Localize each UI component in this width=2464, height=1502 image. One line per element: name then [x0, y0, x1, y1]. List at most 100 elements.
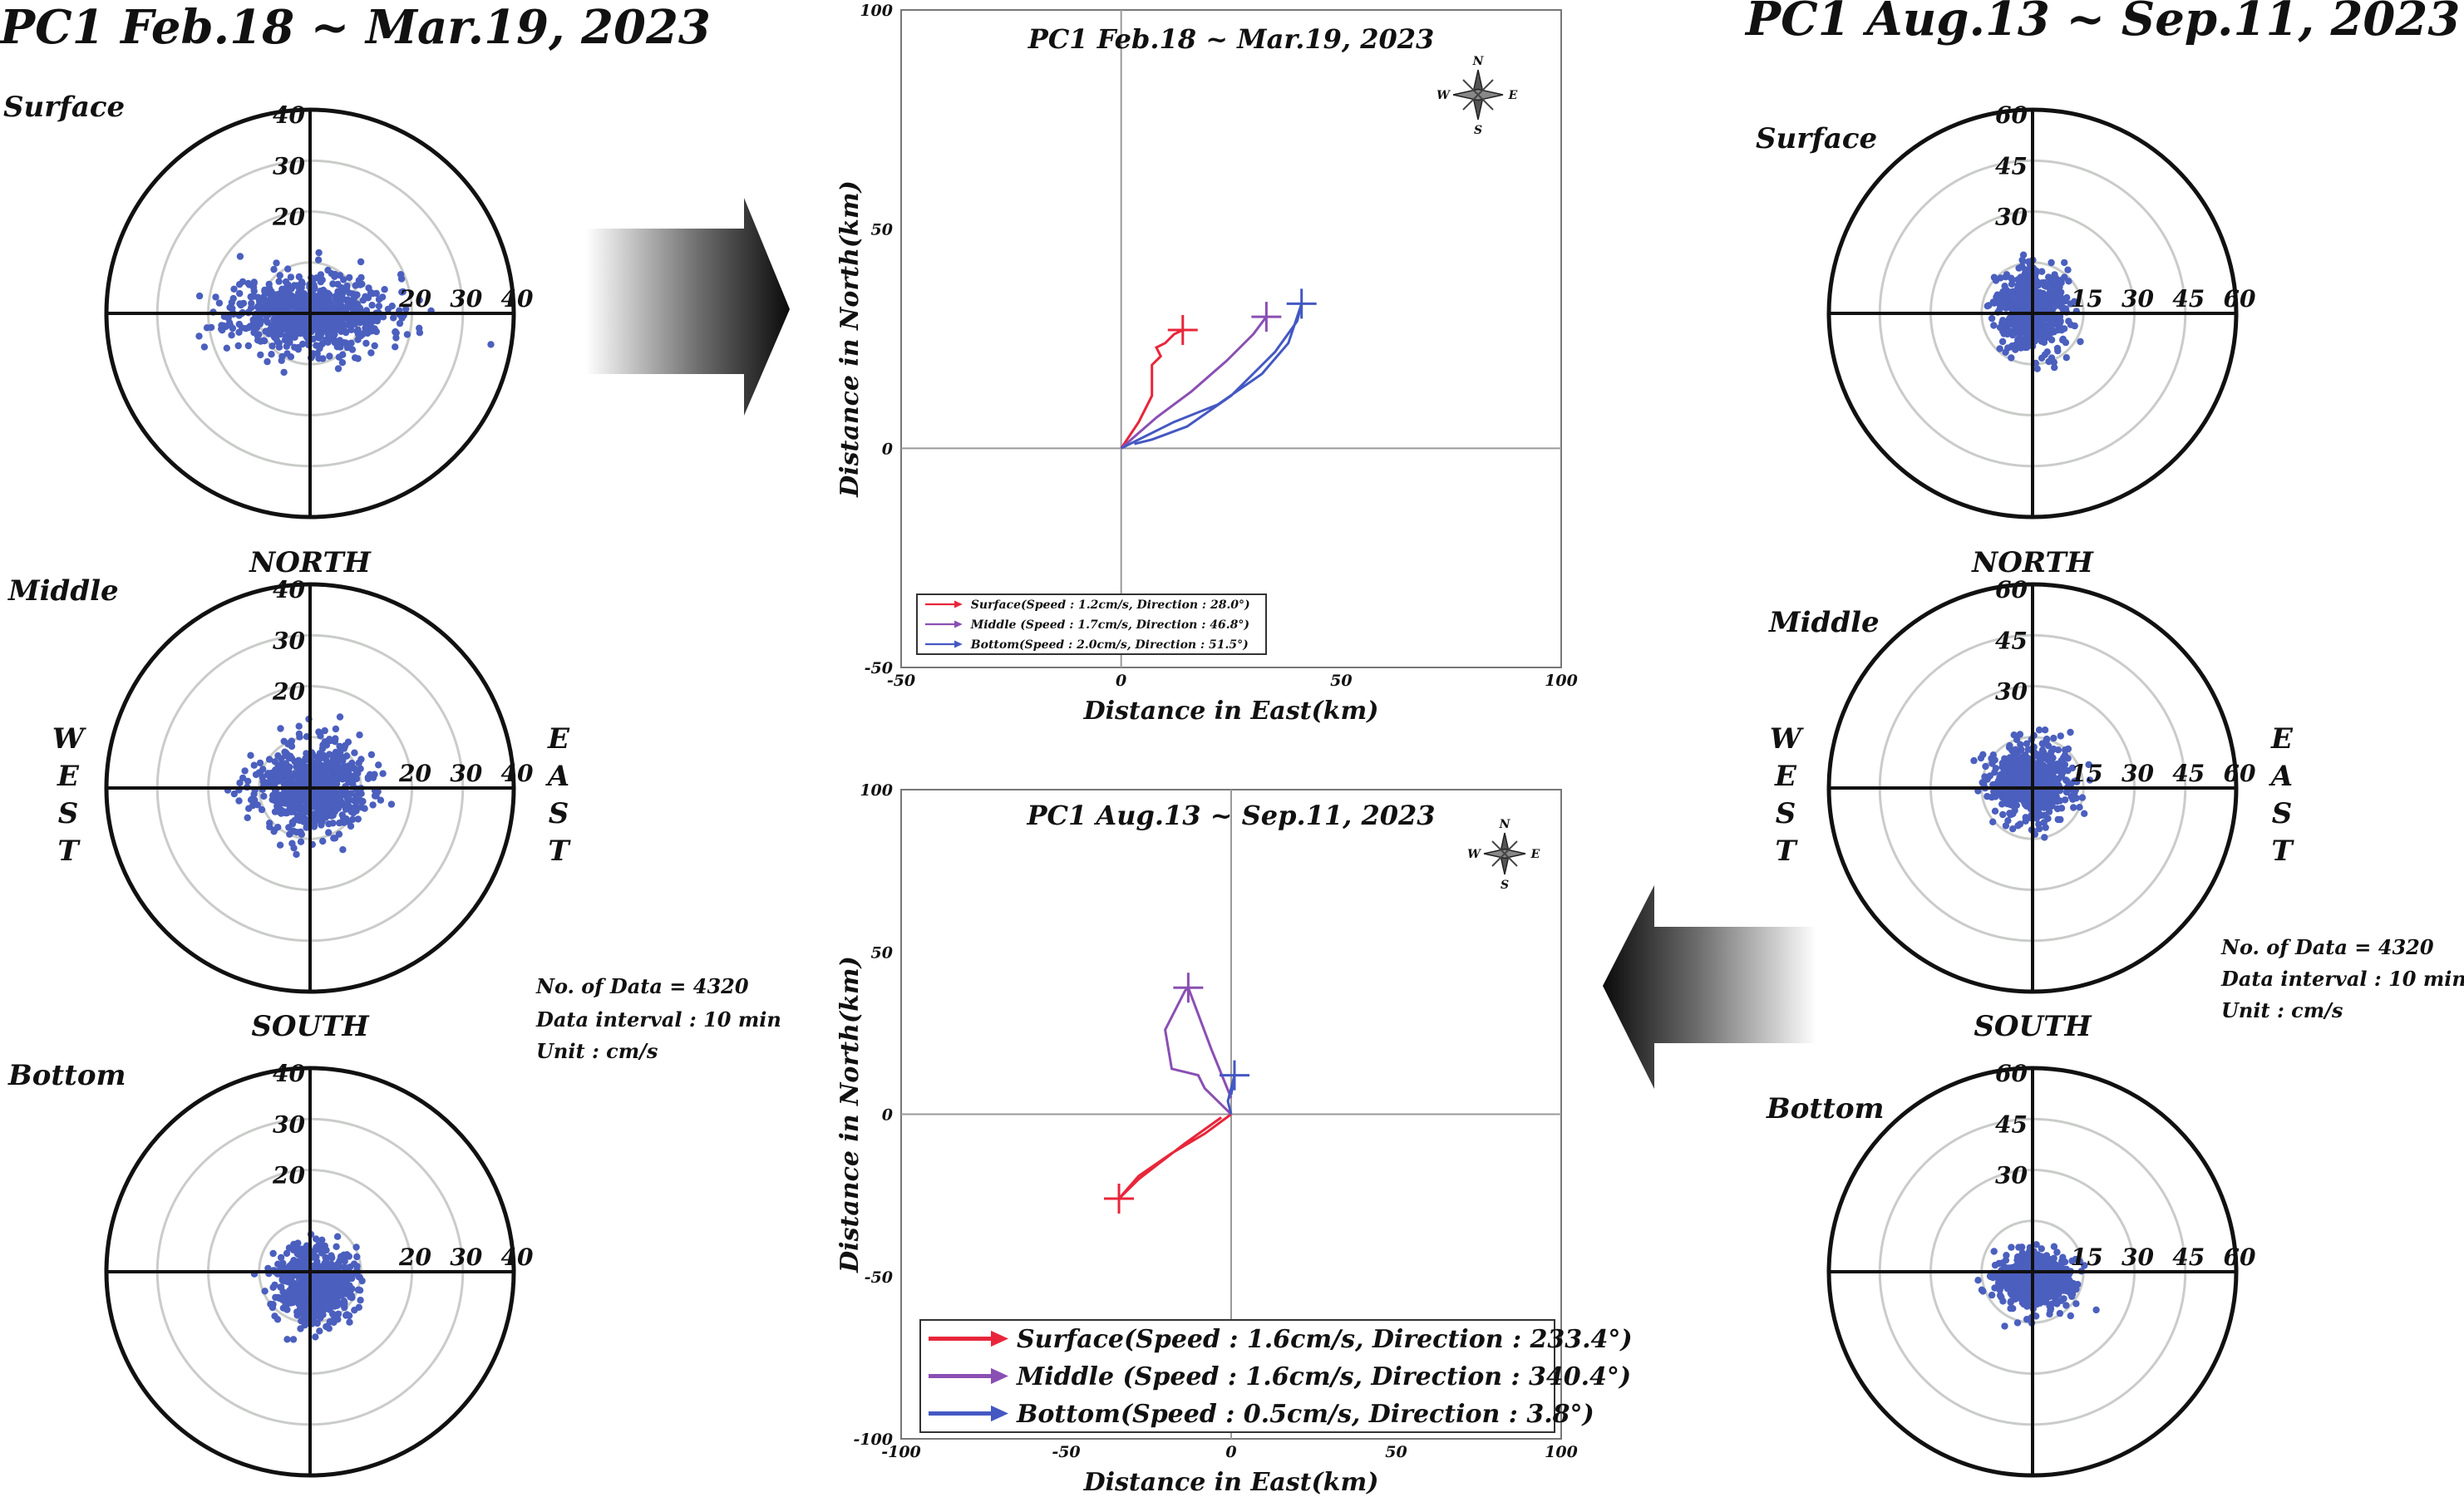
- scatter-point: [334, 760, 342, 768]
- scatter-point: [244, 279, 252, 288]
- scatter-point: [332, 725, 340, 733]
- scatter-point: [2038, 354, 2046, 362]
- scatter-point: [330, 1318, 338, 1327]
- right-west-label: W E S T: [1770, 722, 1804, 868]
- scatter-point: [316, 1246, 323, 1253]
- scatter-point: [330, 328, 338, 336]
- scatter-point: [302, 755, 309, 762]
- polar-level-label: Surface: [3, 91, 125, 124]
- left-west-letter: S: [58, 797, 79, 830]
- scatter-point: [2085, 761, 2092, 769]
- scatter-point: [2072, 1300, 2080, 1307]
- scatter-point: [2070, 788, 2077, 796]
- scatter-point: [2018, 263, 2026, 270]
- scatter-point: [347, 317, 354, 324]
- right-west-letter: E: [1774, 760, 1797, 793]
- scatter-point: [369, 801, 377, 809]
- scatter-point: [2023, 1259, 2030, 1268]
- scatter-point: [200, 343, 209, 351]
- scatter-point: [269, 342, 276, 350]
- scatter-point: [2062, 354, 2070, 362]
- scatter-point: [322, 1253, 329, 1262]
- scatter-point: [235, 797, 243, 805]
- scatter-point: [355, 1273, 362, 1281]
- polar-level-label: Bottom: [7, 1059, 126, 1092]
- scatter-point: [329, 280, 337, 288]
- scatter-point: [2034, 805, 2042, 812]
- scatter-point: [2050, 1243, 2058, 1250]
- scatter-point: [384, 305, 392, 313]
- right-west-letter: S: [1776, 797, 1796, 830]
- scatter-point: [276, 272, 283, 279]
- scatter-point: [1984, 303, 1991, 310]
- scatter-point: [366, 771, 374, 778]
- scatter-point: [285, 1264, 293, 1272]
- left-middle-polar-chart: Middle 20 30 40 20 30 40: [7, 574, 534, 994]
- scatter-point: [2038, 1245, 2045, 1253]
- scatter-point: [2072, 1285, 2080, 1293]
- scatter-point: [2064, 266, 2072, 273]
- scatter-point: [318, 276, 326, 284]
- scatter-point: [283, 1336, 291, 1343]
- scatter-point: [371, 792, 379, 800]
- polar-tick-label: 45: [2172, 760, 2205, 787]
- scatter-point: [235, 281, 244, 288]
- left-west-letter: T: [57, 835, 81, 868]
- scatter-point: [265, 756, 274, 763]
- x-tick-label: 50: [1330, 672, 1352, 690]
- end-marker-middle: [1251, 302, 1282, 332]
- scatter-point: [2049, 294, 2057, 302]
- scatter-point: [1996, 345, 2003, 352]
- scatter-point: [343, 1288, 351, 1296]
- scatter-point: [2092, 1306, 2100, 1314]
- scatter-point: [2076, 804, 2083, 811]
- polar-tick-label: 40: [501, 285, 534, 313]
- polar-tick-label: 15: [2071, 760, 2103, 787]
- scatter-point: [247, 293, 254, 301]
- scatter-point: [1979, 751, 1987, 758]
- legend-arrow-head-icon: [954, 620, 963, 628]
- polar-tick-label: 20: [398, 1243, 431, 1271]
- right-east-letter: A: [2269, 760, 2293, 793]
- scatter-point: [342, 741, 349, 750]
- scatter-point: [2041, 726, 2049, 734]
- scatter-point: [327, 334, 334, 342]
- scatter-point: [2018, 746, 2025, 753]
- scatter-point: [325, 820, 333, 828]
- scatter-point: [277, 725, 284, 732]
- scatter-point: [2002, 1263, 2009, 1272]
- right-east-letter: T: [2271, 835, 2294, 868]
- legend-entry: Middle (Speed : 1.6cm/s, Direction : 340…: [1016, 1362, 1631, 1391]
- scatter-point: [2023, 1295, 2031, 1303]
- legend-entry: Bottom(Speed : 2.0cm/s, Direction : 51.5…: [970, 638, 1249, 652]
- scatter-point: [347, 808, 355, 815]
- scatter-point: [353, 1253, 361, 1261]
- scatter-point: [2048, 794, 2057, 801]
- scatter-point: [2067, 728, 2074, 736]
- scatter-point: [287, 285, 294, 293]
- scatter-point: [278, 1283, 285, 1291]
- scatter-point: [2057, 278, 2065, 287]
- polar-outer-ring: [1826, 1066, 2239, 1478]
- scatter-point: [277, 800, 284, 808]
- scatter-point: [1994, 1284, 2002, 1293]
- scatter-point: [2033, 751, 2042, 759]
- y-tick-label: -50: [865, 1268, 893, 1287]
- x-tick-label: -100: [881, 1443, 921, 1461]
- scatter-point: [239, 774, 247, 782]
- right-east-label: E A S T: [2269, 722, 2295, 868]
- polar-level-label: Middle: [7, 574, 119, 608]
- scatter-point: [2002, 304, 2010, 312]
- scatter-point: [257, 351, 264, 359]
- scatter-point: [338, 1292, 346, 1299]
- scatter-point: [2013, 1319, 2022, 1327]
- scatter-point: [1990, 1248, 1998, 1255]
- scatter-point: [2061, 751, 2069, 759]
- scatter-point: [1990, 322, 1998, 329]
- scatter-point: [2033, 267, 2040, 275]
- scatter-point: [303, 332, 310, 339]
- scatter-point: [2024, 746, 2032, 753]
- scatter-point: [334, 1259, 342, 1268]
- scatter-point: [338, 359, 347, 367]
- scatter-point: [2008, 1243, 2015, 1251]
